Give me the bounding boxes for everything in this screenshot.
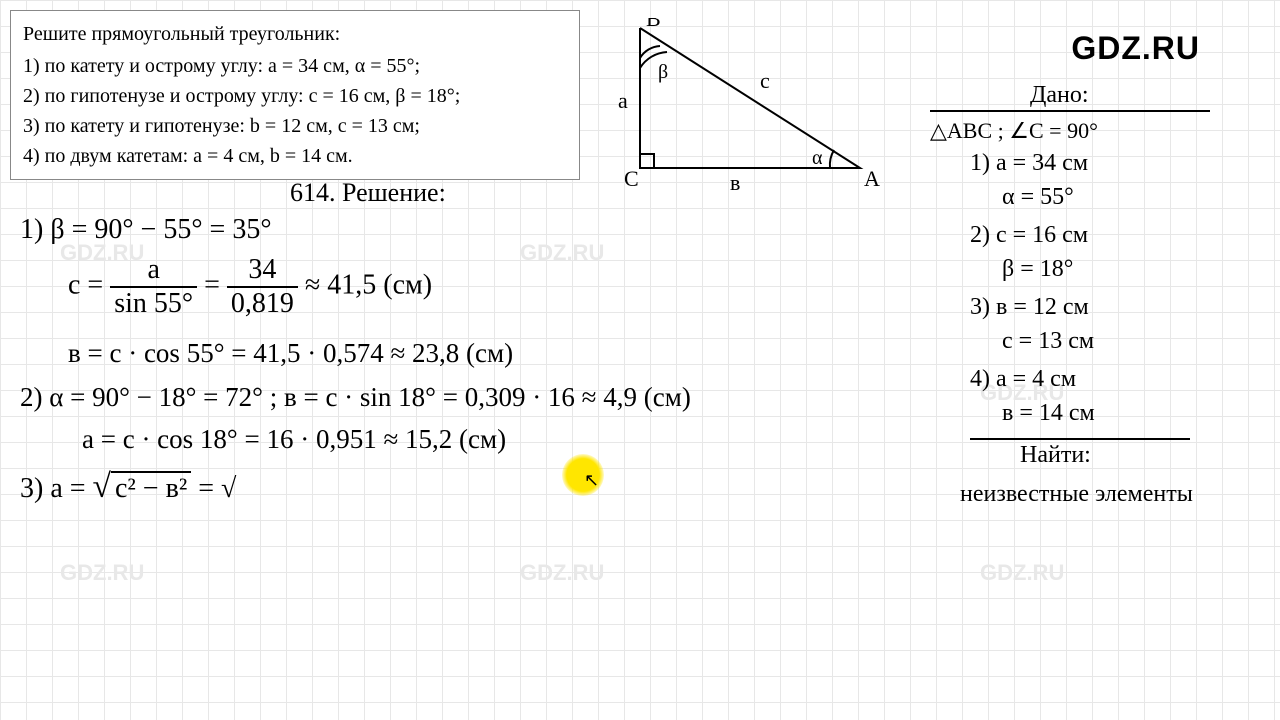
find-text: неизвестные элементы bbox=[960, 478, 1220, 512]
given-p1-a: 1) a = 34 см bbox=[970, 150, 1088, 177]
eq: = bbox=[204, 269, 220, 300]
problem-item: 3) по катету и гипотенузе: b = 12 см, c … bbox=[23, 111, 567, 141]
find-label: Найти: bbox=[1020, 442, 1091, 469]
svg-text:в: в bbox=[730, 170, 740, 195]
problem-item: 2) по гипотенузе и острому углу: c = 16 … bbox=[23, 81, 567, 111]
eq: = √ bbox=[198, 473, 236, 504]
sol-line-4: 2) α = 90° − 18° = 72° ; в = c · sin 18°… bbox=[20, 382, 691, 413]
problem-item: 1) по катету и острому углу: a = 34 см, … bbox=[23, 51, 567, 81]
lhs: c = bbox=[68, 269, 103, 300]
problem-title: Решите прямоугольный треугольник: bbox=[23, 19, 567, 49]
svg-text:B: B bbox=[646, 18, 661, 31]
sol-line-2: c = a sin 55° = 34 0,819 ≈ 41,5 (см) bbox=[68, 256, 432, 318]
given-p2-b: β = 18° bbox=[1002, 256, 1073, 283]
sol-line-1: 1) β = 90° − 55° = 35° bbox=[20, 214, 272, 246]
problem-item: 4) по двум катетам: a = 4 см, b = 14 см. bbox=[23, 141, 567, 171]
given-p4-a: 4) a = 4 см bbox=[970, 366, 1076, 393]
given-p4-b: в = 14 см bbox=[1002, 400, 1095, 427]
triangle-diagram: B C A a в с β α bbox=[610, 18, 890, 198]
sol-line-6: 3) a = c² − в² = √ bbox=[20, 468, 236, 506]
mouse-cursor-icon: ↖ bbox=[584, 470, 599, 491]
given-triangle: △ABC ; ∠C = 90° bbox=[930, 118, 1098, 144]
frac-den: sin 55° bbox=[110, 288, 197, 318]
frac-num: 34 bbox=[227, 256, 298, 288]
given-p1-b: α = 55° bbox=[1002, 184, 1074, 211]
problem-statement: Решите прямоугольный треугольник: 1) по … bbox=[10, 10, 580, 180]
given-p2-a: 2) c = 16 см bbox=[970, 222, 1088, 249]
sol-line-5: a = c · cos 18° = 16 · 0,951 ≈ 15,2 (см) bbox=[82, 424, 506, 455]
given-p3-b: c = 13 см bbox=[1002, 328, 1094, 355]
svg-text:a: a bbox=[618, 88, 628, 113]
radicand: c² − в² bbox=[111, 471, 191, 504]
svg-text:α: α bbox=[812, 147, 823, 169]
rhs: ≈ 41,5 (см) bbox=[305, 269, 432, 300]
divider bbox=[930, 110, 1210, 112]
svg-text:с: с bbox=[760, 68, 770, 93]
sol-line-3: в = c · cos 55° = 41,5 · 0,574 ≈ 23,8 (с… bbox=[68, 338, 513, 369]
lhs: 3) a = bbox=[20, 473, 86, 504]
frac-den: 0,819 bbox=[227, 288, 298, 318]
given-p3-a: 3) в = 12 см bbox=[970, 294, 1089, 321]
given-label: Дано: bbox=[1030, 82, 1089, 109]
site-logo: GDZ.RU bbox=[1071, 30, 1200, 67]
divider bbox=[970, 438, 1190, 440]
svg-text:A: A bbox=[864, 166, 880, 191]
solution-heading: 614. Решение: bbox=[290, 178, 446, 208]
svg-text:β: β bbox=[658, 61, 668, 83]
svg-text:C: C bbox=[624, 166, 639, 191]
frac-num: a bbox=[110, 256, 197, 288]
